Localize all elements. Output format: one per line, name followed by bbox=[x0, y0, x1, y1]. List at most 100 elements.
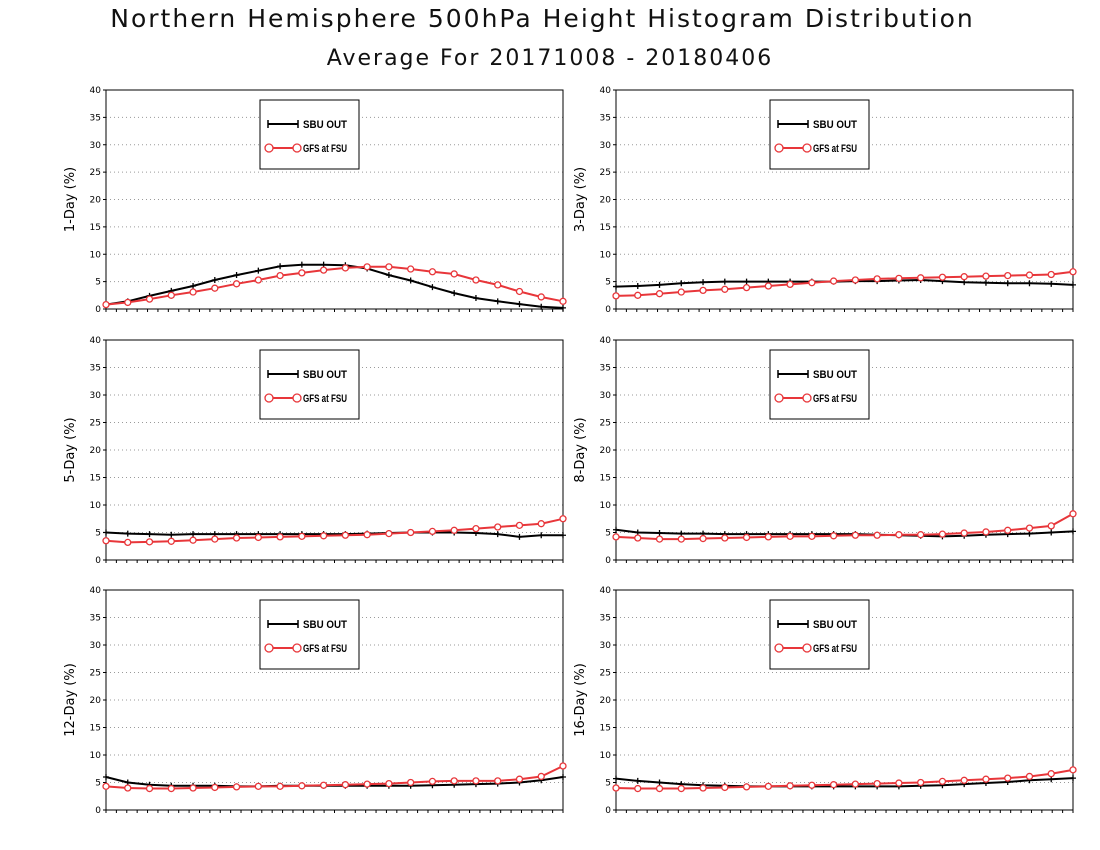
data-point-plus bbox=[1004, 280, 1011, 287]
data-point-circle bbox=[341, 264, 350, 272]
y-tick-label: 0 bbox=[95, 806, 101, 816]
y-tick-label: 15 bbox=[600, 223, 611, 233]
data-point-circle bbox=[851, 276, 860, 284]
legend-marker-circle bbox=[774, 143, 784, 153]
data-point-circle bbox=[254, 276, 262, 284]
data-point-circle bbox=[764, 533, 772, 541]
y-tick-label: 5 bbox=[95, 779, 101, 789]
data-point-circle bbox=[319, 266, 328, 274]
data-point-plus bbox=[634, 777, 641, 784]
y-tick-label: 35 bbox=[90, 113, 101, 123]
legend-marker-circle bbox=[774, 393, 784, 403]
y-tick-label: 25 bbox=[90, 168, 101, 178]
data-point-circle bbox=[363, 531, 371, 539]
data-point-circle bbox=[917, 778, 925, 787]
data-point-plus bbox=[656, 281, 663, 288]
chart-title: Northern Hemisphere 500hPa Height Histog… bbox=[110, 4, 975, 33]
data-point-circle bbox=[319, 781, 328, 789]
data-point-circle bbox=[515, 775, 524, 783]
y-tick-label: 25 bbox=[600, 419, 611, 429]
data-point-circle bbox=[851, 780, 860, 788]
data-point-circle bbox=[428, 268, 437, 276]
data-point-circle bbox=[699, 784, 707, 792]
data-point-circle bbox=[124, 784, 132, 792]
data-point-circle bbox=[1004, 774, 1012, 782]
data-point-plus bbox=[298, 261, 305, 268]
data-point-plus bbox=[385, 272, 392, 279]
data-point-circle bbox=[102, 300, 110, 309]
y-tick-label: 35 bbox=[600, 113, 611, 123]
data-point-circle bbox=[982, 528, 990, 536]
data-point-plus bbox=[472, 295, 479, 302]
y-tick-label: 10 bbox=[600, 501, 612, 511]
y-tick-label: 20 bbox=[90, 196, 102, 206]
data-point-circle bbox=[515, 287, 524, 296]
data-point-circle bbox=[634, 784, 642, 793]
y-tick-label: 25 bbox=[600, 168, 611, 178]
y-tick-label: 40 bbox=[600, 586, 612, 596]
y-tick-label: 10 bbox=[600, 751, 612, 761]
data-point-circle bbox=[1069, 510, 1077, 518]
data-point-circle bbox=[102, 782, 110, 790]
data-point-circle bbox=[494, 281, 502, 289]
legend-label: GFS at FSU bbox=[303, 143, 347, 155]
y-tick-label: 30 bbox=[90, 391, 102, 401]
data-point-plus bbox=[1070, 775, 1076, 782]
y-tick-label: 35 bbox=[600, 364, 611, 374]
data-point-circle bbox=[276, 782, 284, 790]
chart-panel-6: 0 5 10 15 20 25 30 35 40 16-Day (%) SBU OUT GFS at … bbox=[573, 586, 1077, 816]
data-point-circle bbox=[472, 525, 480, 533]
data-point-circle bbox=[298, 532, 306, 540]
data-point-circle bbox=[450, 526, 458, 534]
series-line-2 bbox=[105, 517, 564, 544]
data-point-circle bbox=[428, 777, 437, 786]
data-point-plus bbox=[656, 530, 663, 537]
legend: SBU OUT GFS at FSU bbox=[259, 599, 360, 670]
y-tick-label: 20 bbox=[600, 696, 612, 706]
data-point-plus bbox=[1026, 280, 1033, 287]
series-line-2 bbox=[615, 768, 1074, 790]
data-point-plus bbox=[146, 531, 153, 538]
y-tick-label: 10 bbox=[600, 250, 612, 260]
y-tick-label: 10 bbox=[90, 250, 102, 260]
legend-label: SBU OUT bbox=[303, 119, 347, 131]
y-tick-label: 5 bbox=[605, 529, 611, 539]
data-point-circle bbox=[385, 529, 393, 538]
y-tick-label: 5 bbox=[605, 278, 611, 288]
data-point-plus bbox=[700, 279, 707, 286]
legend-label: GFS at FSU bbox=[813, 643, 857, 655]
y-tick-label: 10 bbox=[90, 501, 102, 511]
series-line-1 bbox=[105, 263, 564, 309]
data-point-circle bbox=[145, 295, 154, 303]
data-point-circle bbox=[537, 293, 545, 301]
data-point-circle bbox=[829, 781, 838, 789]
data-point-plus bbox=[407, 277, 414, 284]
data-point-circle bbox=[537, 520, 545, 528]
data-point-circle bbox=[612, 784, 620, 792]
y-tick-label: 15 bbox=[90, 724, 101, 734]
y-axis-label: 3-Day (%) bbox=[573, 167, 588, 232]
data-point-circle bbox=[742, 783, 751, 791]
legend-box bbox=[769, 349, 870, 420]
data-point-circle bbox=[982, 272, 990, 280]
data-point-circle bbox=[254, 782, 262, 790]
data-point-circle bbox=[677, 288, 685, 296]
data-point-plus bbox=[613, 283, 619, 290]
data-point-circle bbox=[363, 780, 371, 788]
legend-box bbox=[769, 599, 870, 670]
data-point-plus bbox=[190, 283, 197, 290]
data-point-plus bbox=[613, 526, 619, 533]
data-point-circle bbox=[559, 762, 567, 770]
y-tick-label: 15 bbox=[600, 474, 611, 484]
series-line-2 bbox=[615, 270, 1074, 297]
y-tick-label: 40 bbox=[90, 336, 102, 346]
data-point-plus bbox=[1070, 281, 1076, 288]
data-point-circle bbox=[559, 515, 567, 523]
data-point-plus bbox=[429, 284, 436, 291]
legend-label: GFS at FSU bbox=[813, 393, 857, 405]
y-tick-label: 40 bbox=[90, 586, 102, 596]
data-point-circle bbox=[1004, 271, 1012, 280]
legend: SBU OUT GFS at FSU bbox=[769, 599, 870, 670]
legend: SBU OUT GFS at FSU bbox=[259, 349, 360, 420]
